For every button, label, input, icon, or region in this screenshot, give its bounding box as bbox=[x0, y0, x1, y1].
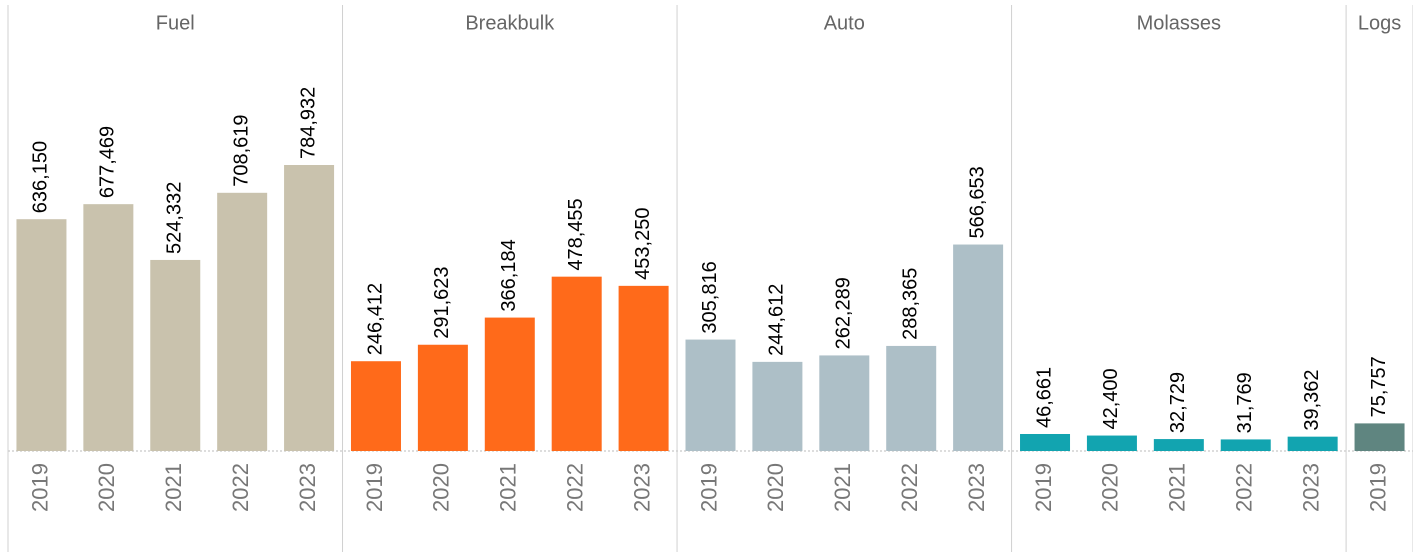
value-label: 708,619 bbox=[230, 115, 252, 187]
value-label: 246,412 bbox=[364, 283, 386, 355]
value-label: 244,612 bbox=[766, 284, 788, 356]
x-tick-label: 2019 bbox=[1031, 463, 1056, 512]
x-tick-label: 2021 bbox=[830, 463, 855, 512]
x-tick-label: 2022 bbox=[1232, 463, 1257, 512]
bar bbox=[618, 285, 669, 451]
bar bbox=[1220, 439, 1271, 451]
panel-title: Molasses bbox=[1137, 12, 1221, 34]
x-tick-label: 2022 bbox=[563, 463, 588, 512]
bar bbox=[350, 361, 401, 451]
x-tick-label: 2020 bbox=[429, 463, 454, 512]
x-tick-label: 2023 bbox=[1298, 463, 1323, 512]
panel-title: Auto bbox=[824, 12, 865, 34]
x-tick-label: 2021 bbox=[161, 463, 186, 512]
x-tick-label: 2022 bbox=[897, 463, 922, 512]
bar bbox=[284, 165, 335, 451]
x-tick-label: 2019 bbox=[1365, 463, 1390, 512]
value-label: 46,661 bbox=[1033, 367, 1055, 428]
value-label: 39,362 bbox=[1301, 369, 1323, 430]
x-tick-label: 2023 bbox=[964, 463, 989, 512]
bar bbox=[1020, 433, 1071, 451]
value-label: 31,769 bbox=[1234, 372, 1256, 433]
value-label: 453,250 bbox=[632, 208, 654, 280]
value-label: 524,332 bbox=[164, 182, 186, 254]
bar bbox=[819, 355, 870, 451]
x-tick-label: 2020 bbox=[1098, 463, 1123, 512]
bar bbox=[1153, 439, 1204, 451]
x-tick-label: 2021 bbox=[1165, 463, 1190, 512]
panel-title: Fuel bbox=[156, 12, 195, 34]
bar bbox=[150, 259, 201, 451]
value-label: 677,469 bbox=[97, 126, 119, 198]
panel-title: Breakbulk bbox=[465, 12, 555, 34]
value-label: 305,816 bbox=[699, 261, 721, 333]
value-label: 566,653 bbox=[966, 166, 988, 238]
value-label: 636,150 bbox=[30, 141, 52, 213]
bar bbox=[685, 339, 736, 451]
bar bbox=[551, 276, 602, 451]
x-tick-label: 2023 bbox=[629, 463, 654, 512]
bar bbox=[16, 219, 67, 451]
bar bbox=[752, 361, 803, 451]
value-label: 75,757 bbox=[1368, 356, 1390, 417]
bar bbox=[484, 317, 535, 451]
x-tick-label: 2020 bbox=[94, 463, 119, 512]
panel-title: Logs bbox=[1358, 12, 1401, 34]
value-label: 478,455 bbox=[565, 198, 587, 270]
value-label: 366,184 bbox=[498, 239, 520, 311]
x-tick-label: 2019 bbox=[362, 463, 387, 512]
x-tick-label: 2019 bbox=[696, 463, 721, 512]
bar bbox=[1287, 436, 1338, 451]
x-tick-label: 2019 bbox=[27, 463, 52, 512]
value-label: 32,729 bbox=[1167, 372, 1189, 433]
x-tick-label: 2020 bbox=[763, 463, 788, 512]
bar bbox=[217, 192, 268, 452]
bar bbox=[1086, 435, 1137, 451]
bar bbox=[83, 204, 134, 451]
x-tick-label: 2022 bbox=[228, 463, 253, 512]
bar bbox=[953, 244, 1004, 451]
x-tick-label: 2023 bbox=[295, 463, 320, 512]
bar bbox=[1354, 423, 1405, 451]
value-label: 288,365 bbox=[899, 268, 921, 340]
bar bbox=[417, 344, 468, 451]
value-label: 262,289 bbox=[833, 277, 855, 349]
x-tick-label: 2021 bbox=[496, 463, 521, 512]
value-label: 784,932 bbox=[297, 87, 319, 159]
bar bbox=[886, 345, 937, 451]
value-label: 291,623 bbox=[431, 266, 453, 338]
value-label: 42,400 bbox=[1100, 368, 1122, 429]
